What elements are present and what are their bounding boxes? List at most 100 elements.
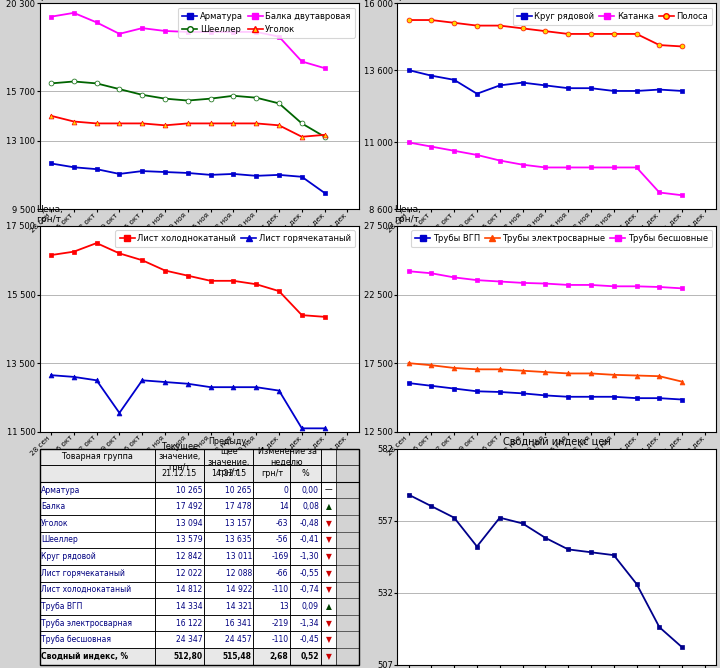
Трубы электросварные <box>450 364 459 372</box>
Трубы электросварные <box>541 368 549 376</box>
Bar <box>253 598 290 615</box>
Text: Лист горячекатаный: Лист горячекатаный <box>41 568 125 578</box>
Bar <box>204 548 253 565</box>
Полоса <box>609 30 618 38</box>
Bar <box>290 565 320 582</box>
Балка двутавровая <box>115 30 124 38</box>
Балка двутавровая <box>252 28 261 36</box>
Трубы ВГП <box>450 385 459 393</box>
Text: Цена,
грн/т: Цена, грн/т <box>394 204 420 224</box>
Text: ▼: ▼ <box>325 652 331 661</box>
Text: 0,52: 0,52 <box>300 652 319 661</box>
Bar <box>204 582 253 598</box>
Bar <box>290 548 320 565</box>
Text: Лист холоднокатаный: Лист холоднокатаный <box>41 585 131 595</box>
Text: 12 842: 12 842 <box>176 552 202 561</box>
Bar <box>320 532 336 548</box>
Круг рядовой <box>541 81 549 90</box>
Bar <box>40 482 155 498</box>
Bar <box>253 631 290 648</box>
Катанка <box>564 164 572 172</box>
Круг рядовой <box>655 86 664 94</box>
Bar <box>155 448 204 465</box>
Арматура <box>275 171 284 179</box>
Арматура <box>138 167 147 175</box>
Bar <box>253 565 290 582</box>
Text: ▲: ▲ <box>325 502 331 511</box>
Text: -56: -56 <box>276 536 289 544</box>
Bar <box>290 582 320 598</box>
Лист холоднокатаный <box>47 251 55 259</box>
Bar <box>320 582 336 598</box>
Text: Сводный индекс, %: Сводный индекс, % <box>41 652 128 661</box>
Text: Труба бесшовная: Труба бесшовная <box>41 635 111 644</box>
Text: 24 347: 24 347 <box>176 635 202 644</box>
Лист холоднокатаный <box>161 267 169 275</box>
Bar <box>40 582 155 598</box>
Text: ▲: ▲ <box>325 602 331 611</box>
Трубы бесшовные <box>587 281 595 289</box>
Трубы бесшовные <box>678 285 686 293</box>
Text: —: — <box>325 486 333 494</box>
Полоса <box>678 43 686 51</box>
Text: -66: -66 <box>276 568 289 578</box>
Лист холоднокатаный <box>207 277 215 285</box>
Трубы электросварные <box>518 367 527 375</box>
Text: %: % <box>302 469 310 478</box>
Text: -0,45: -0,45 <box>300 635 319 644</box>
Лист холоднокатаный <box>252 281 261 289</box>
Bar <box>155 482 204 498</box>
Лист холоднокатаный <box>138 257 147 265</box>
Text: Изменение за
неделю: Изменение за неделю <box>258 447 317 466</box>
Bar <box>204 648 253 665</box>
Text: 10 265: 10 265 <box>176 486 202 494</box>
Line: Уголок: Уголок <box>48 114 327 139</box>
Text: -63: -63 <box>276 519 289 528</box>
Text: -0,55: -0,55 <box>300 568 319 578</box>
Шееллер <box>252 94 261 102</box>
Text: Шееллер: Шееллер <box>41 536 78 544</box>
Катанка <box>450 147 459 155</box>
Катанка <box>541 164 549 172</box>
Шееллер <box>92 79 101 88</box>
Трубы ВГП <box>472 387 481 395</box>
Лист холоднокатаный <box>297 311 306 319</box>
Трубы бесшовные <box>450 273 459 281</box>
Шееллер <box>320 133 329 141</box>
Полоса <box>404 16 413 24</box>
Уголок <box>252 120 261 128</box>
Лист горячекатаный <box>138 376 147 384</box>
Трубы бесшовные <box>404 267 413 275</box>
Bar <box>290 482 320 498</box>
Балка двутавровая <box>92 19 101 27</box>
Лист горячекатаный <box>47 371 55 379</box>
Bar <box>253 548 290 565</box>
Bar <box>320 648 336 665</box>
Трубы электросварные <box>655 372 664 380</box>
Text: 13 011: 13 011 <box>225 552 252 561</box>
Шееллер <box>161 95 169 103</box>
Арматура <box>297 173 306 181</box>
Полоса <box>495 21 504 29</box>
Text: 16 341: 16 341 <box>225 619 252 628</box>
Bar <box>253 582 290 598</box>
Bar <box>320 598 336 615</box>
Круг рядовой <box>472 90 481 98</box>
Bar <box>290 631 320 648</box>
Text: 21.12.15: 21.12.15 <box>161 469 197 478</box>
Полоса <box>655 41 664 49</box>
Трубы электросварные <box>587 369 595 377</box>
Text: -110: -110 <box>271 635 289 644</box>
Лист холоднокатаный <box>115 249 124 257</box>
Арматура <box>92 165 101 173</box>
Text: 515,48: 515,48 <box>223 652 252 661</box>
Legend: Трубы ВГП, Трубы электросварные, Трубы бесшовные: Трубы ВГП, Трубы электросварные, Трубы б… <box>411 230 712 247</box>
Bar <box>290 448 320 465</box>
Арматура <box>47 160 55 168</box>
Text: Текущее
значение,
грн/т: Текущее значение, грн/т <box>158 442 200 472</box>
Трубы ВГП <box>655 394 664 402</box>
Text: Труба электросварная: Труба электросварная <box>41 619 132 628</box>
Трубы ВГП <box>632 394 641 402</box>
Text: 14 321: 14 321 <box>225 602 252 611</box>
Text: Цена,
грн/т: Цена, грн/т <box>394 0 420 1</box>
